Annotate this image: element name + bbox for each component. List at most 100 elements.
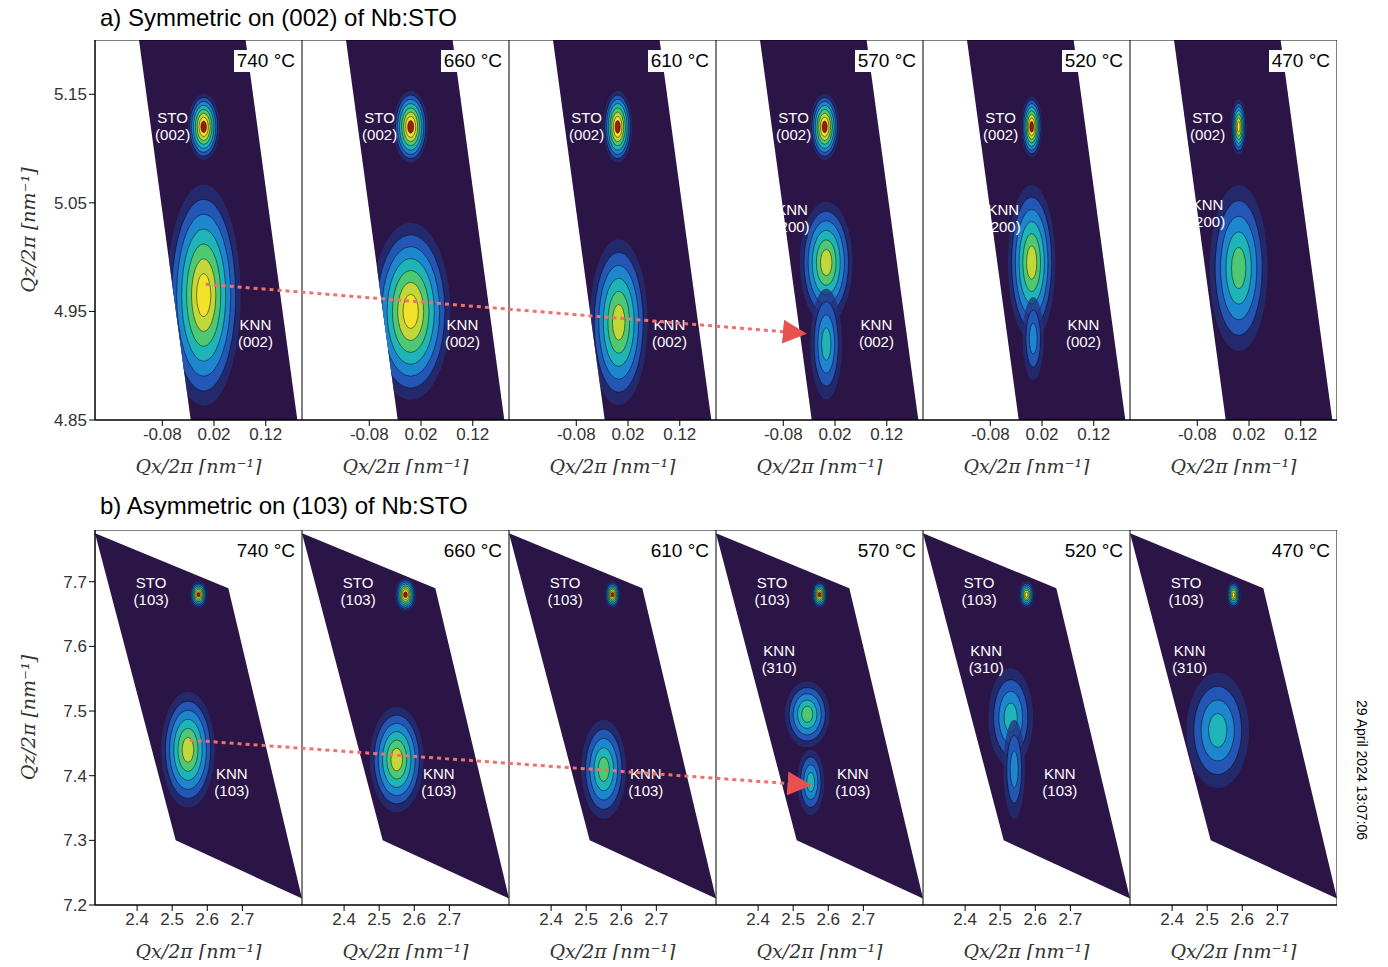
svg-text:Qx/2π [nm⁻¹]: Qx/2π [nm⁻¹]	[135, 455, 262, 475]
html-text:a) Symmetric on (002) of Nb:ST: a) Symmetric on (002) of Nb:STO	[100, 4, 457, 31]
svg-text:0.12: 0.12	[1077, 425, 1110, 444]
svg-text:Qx/2π [nm⁻¹]: Qx/2π [nm⁻¹]	[549, 455, 676, 475]
svg-text:2.7: 2.7	[645, 910, 669, 929]
svg-text:4.85: 4.85	[54, 411, 87, 430]
svg-text:-0.08: -0.08	[143, 425, 182, 444]
svg-text:STO(103): STO(103)	[962, 574, 997, 608]
svg-text:2.4: 2.4	[332, 910, 356, 929]
svg-text:0.02: 0.02	[818, 425, 851, 444]
svg-text:Qx/2π [nm⁻¹]: Qx/2π [nm⁻¹]	[549, 940, 676, 960]
svg-text:KNN(103): KNN(103)	[628, 765, 663, 799]
svg-text:0.12: 0.12	[456, 425, 489, 444]
svg-text:STO(103): STO(103)	[341, 574, 376, 608]
svg-text:KNN(200): KNN(200)	[775, 201, 810, 235]
svg-text:2.5: 2.5	[367, 910, 391, 929]
svg-text:7.7: 7.7	[63, 573, 87, 592]
svg-text:KNN(103): KNN(103)	[1042, 765, 1077, 799]
svg-text:KNN(310): KNN(310)	[762, 642, 797, 676]
svg-text:2.7: 2.7	[852, 910, 876, 929]
svg-text:KNN(310): KNN(310)	[969, 642, 1004, 676]
svg-text:-0.08: -0.08	[1178, 425, 1217, 444]
svg-text:Qx/2π [nm⁻¹]: Qx/2π [nm⁻¹]	[1170, 940, 1297, 960]
svg-text:STO(002): STO(002)	[569, 109, 604, 143]
svg-text:0.12: 0.12	[249, 425, 282, 444]
svg-text:KNN(002): KNN(002)	[1066, 316, 1101, 350]
svg-text:0.12: 0.12	[870, 425, 903, 444]
svg-text:2.6: 2.6	[402, 910, 426, 929]
svg-text:2.4: 2.4	[1160, 910, 1184, 929]
svg-text:0.02: 0.02	[197, 425, 230, 444]
svg-text:STO(103): STO(103)	[134, 574, 169, 608]
svg-text:Qx/2π [nm⁻¹]: Qx/2π [nm⁻¹]	[756, 940, 883, 960]
svg-text:KNN(200): KNN(200)	[986, 201, 1021, 235]
html-text:660 °C: 660 °C	[443, 50, 502, 71]
svg-text:KNN(200): KNN(200)	[1190, 196, 1225, 230]
svg-text:7.4: 7.4	[63, 767, 87, 786]
html-text:b) Asymmetric on (103) of Nb:S: b) Asymmetric on (103) of Nb:STO	[100, 492, 468, 519]
svg-text:2.4: 2.4	[125, 910, 149, 929]
svg-text:2.6: 2.6	[609, 910, 633, 929]
svg-text:4.95: 4.95	[54, 302, 87, 321]
svg-text:Qx/2π [nm⁻¹]: Qx/2π [nm⁻¹]	[135, 940, 262, 960]
svg-text:KNN(002): KNN(002)	[652, 316, 687, 350]
svg-text:0.02: 0.02	[611, 425, 644, 444]
svg-text:STO(002): STO(002)	[776, 109, 811, 143]
svg-text:7.6: 7.6	[63, 637, 87, 656]
svg-text:0.02: 0.02	[404, 425, 437, 444]
svg-text:7.5: 7.5	[63, 702, 87, 721]
svg-text:2.7: 2.7	[1266, 910, 1290, 929]
svg-text:0.12: 0.12	[663, 425, 696, 444]
svg-text:2.7: 2.7	[1059, 910, 1083, 929]
svg-text:STO(103): STO(103)	[1169, 574, 1204, 608]
svg-text:STO(002): STO(002)	[983, 109, 1018, 143]
svg-text:KNN(310): KNN(310)	[1172, 642, 1207, 676]
svg-text:-0.08: -0.08	[557, 425, 596, 444]
svg-text:STO(002): STO(002)	[155, 109, 190, 143]
svg-text:KNN(103): KNN(103)	[421, 765, 456, 799]
svg-text:Qz/2π [nm⁻¹]: Qz/2π [nm⁻¹]	[17, 167, 39, 293]
html-text:570 °C: 570 °C	[857, 50, 916, 71]
svg-text:2.6: 2.6	[1023, 910, 1047, 929]
svg-text:7.2: 7.2	[63, 896, 87, 915]
svg-text:Qx/2π [nm⁻¹]: Qx/2π [nm⁻¹]	[963, 455, 1090, 475]
svg-text:KNN(103): KNN(103)	[214, 765, 249, 799]
svg-text:Qx/2π [nm⁻¹]: Qx/2π [nm⁻¹]	[963, 940, 1090, 960]
svg-text:KNN(002): KNN(002)	[859, 316, 894, 350]
svg-text:2.7: 2.7	[231, 910, 255, 929]
svg-text:2.4: 2.4	[953, 910, 977, 929]
svg-text:2.6: 2.6	[1230, 910, 1254, 929]
svg-text:0.02: 0.02	[1025, 425, 1058, 444]
svg-text:0.12: 0.12	[1284, 425, 1317, 444]
svg-text:2.4: 2.4	[746, 910, 770, 929]
svg-text:2.5: 2.5	[988, 910, 1012, 929]
svg-text:Qx/2π [nm⁻¹]: Qx/2π [nm⁻¹]	[342, 940, 469, 960]
svg-text:-0.08: -0.08	[764, 425, 803, 444]
svg-text:Qx/2π [nm⁻¹]: Qx/2π [nm⁻¹]	[1170, 455, 1297, 475]
svg-text:KNN(103): KNN(103)	[835, 765, 870, 799]
svg-text:2.5: 2.5	[160, 910, 184, 929]
svg-text:5.15: 5.15	[54, 85, 87, 104]
svg-text:2.5: 2.5	[574, 910, 598, 929]
svg-text:2.6: 2.6	[195, 910, 219, 929]
svg-text:2.5: 2.5	[781, 910, 805, 929]
svg-text:STO(002): STO(002)	[362, 109, 397, 143]
svg-text:0.02: 0.02	[1232, 425, 1265, 444]
svg-text:KNN(002): KNN(002)	[238, 316, 273, 350]
svg-text:7.3: 7.3	[63, 831, 87, 850]
svg-text:5.05: 5.05	[54, 194, 87, 213]
svg-text:STO(103): STO(103)	[548, 574, 583, 608]
svg-text:2.4: 2.4	[539, 910, 563, 929]
svg-text:Qz/2π [nm⁻¹]: Qz/2π [nm⁻¹]	[17, 654, 39, 780]
html-text:610 °C: 610 °C	[650, 50, 709, 71]
svg-text:-0.08: -0.08	[350, 425, 389, 444]
html-text:740 °C: 740 °C	[236, 50, 295, 71]
svg-text:2.6: 2.6	[816, 910, 840, 929]
svg-text:KNN(002): KNN(002)	[445, 316, 480, 350]
svg-text:STO(103): STO(103)	[755, 574, 790, 608]
svg-text:STO(002): STO(002)	[1190, 109, 1225, 143]
svg-text:2.7: 2.7	[438, 910, 462, 929]
svg-text:2.5: 2.5	[1195, 910, 1219, 929]
svg-text:Qx/2π [nm⁻¹]: Qx/2π [nm⁻¹]	[342, 455, 469, 475]
svg-text:-0.08: -0.08	[971, 425, 1010, 444]
svg-text:Qx/2π [nm⁻¹]: Qx/2π [nm⁻¹]	[756, 455, 883, 475]
